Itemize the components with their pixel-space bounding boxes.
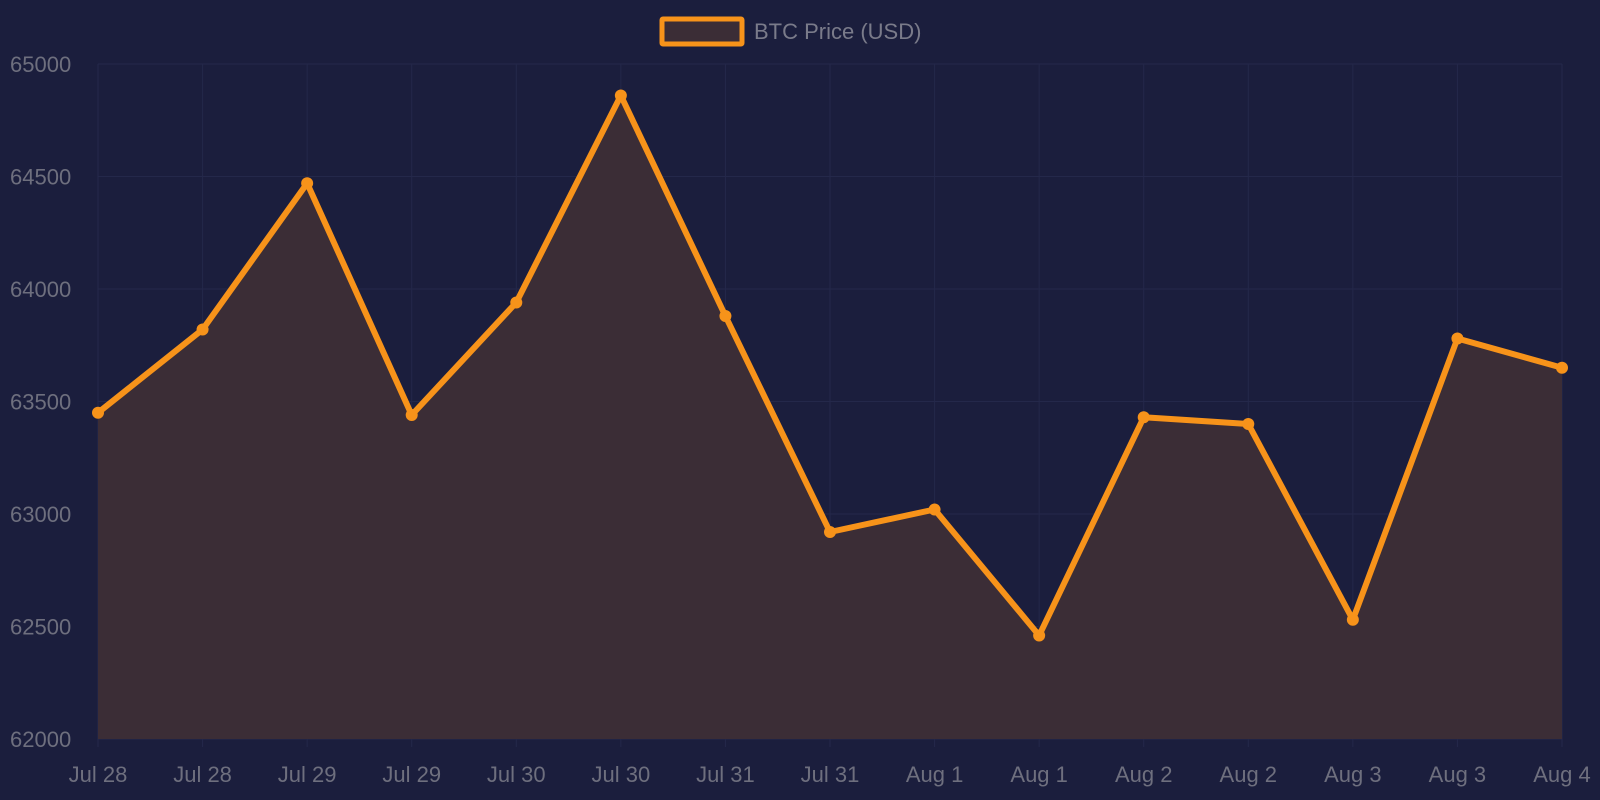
x-tick-label: Aug 1: [1010, 762, 1068, 787]
x-tick-label: Jul 28: [173, 762, 232, 787]
x-tick-label: Jul 28: [69, 762, 128, 787]
x-tick-label: Jul 30: [487, 762, 546, 787]
data-point[interactable]: [1137, 411, 1150, 424]
x-tick-label: Aug 1: [906, 762, 964, 787]
area-fill-layer: [98, 95, 1562, 739]
y-tick-label: 62500: [10, 615, 71, 640]
legend-swatch[interactable]: [659, 16, 745, 47]
legend[interactable]: BTC Price (USD): [659, 16, 921, 47]
x-tick-label: Aug 3: [1324, 762, 1382, 787]
series-area-fill: [98, 95, 1562, 739]
x-tick-label: Aug 2: [1220, 762, 1278, 787]
y-tick-label: 62000: [10, 727, 71, 752]
y-tick-label: 63000: [10, 502, 71, 527]
data-point[interactable]: [1451, 332, 1464, 345]
data-point[interactable]: [196, 323, 209, 336]
x-tick-label: Jul 29: [382, 762, 441, 787]
x-tick-label: Jul 31: [801, 762, 860, 787]
x-axis: Jul 28 Jul 28 Jul 29 Jul 29 Jul 30 Jul 30 Jul …: [69, 739, 1591, 787]
y-tick-label: 63500: [10, 390, 71, 415]
x-tick-label: Jul 29: [278, 762, 337, 787]
data-point[interactable]: [928, 503, 941, 516]
data-point[interactable]: [405, 409, 418, 421]
data-point[interactable]: [824, 526, 836, 538]
data-point[interactable]: [719, 310, 732, 322]
x-tick-label: Aug 3: [1429, 762, 1487, 787]
data-point[interactable]: [1242, 418, 1255, 430]
y-axis: 62000 62500 63000 63500 64000 64500 65000: [10, 52, 71, 752]
y-tick-label: 64000: [10, 277, 71, 302]
x-tick-label: Jul 30: [591, 762, 650, 787]
data-point[interactable]: [1346, 613, 1359, 626]
x-tick-label: Jul 31: [696, 762, 755, 787]
y-tick-label: 65000: [10, 52, 71, 77]
data-point[interactable]: [510, 296, 523, 309]
x-tick-label: Aug 2: [1115, 762, 1173, 787]
data-points-layer: [92, 89, 1568, 642]
data-point[interactable]: [301, 177, 314, 190]
x-tick-label: Aug 4: [1533, 762, 1591, 787]
data-point[interactable]: [1556, 361, 1568, 374]
y-tick-label: 64500: [10, 165, 71, 190]
data-point[interactable]: [1033, 629, 1046, 642]
data-point[interactable]: [92, 406, 104, 419]
legend-label[interactable]: BTC Price (USD): [754, 19, 921, 44]
data-point[interactable]: [614, 89, 627, 102]
